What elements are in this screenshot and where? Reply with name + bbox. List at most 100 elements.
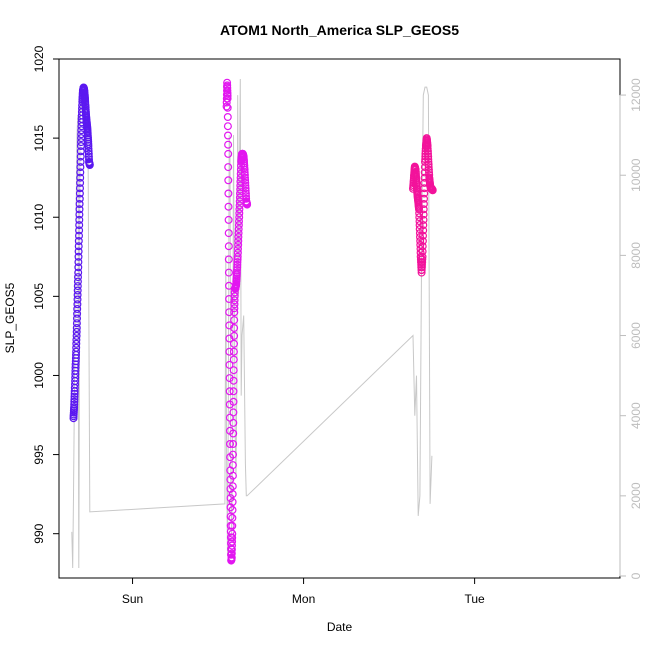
data-point [223, 91, 232, 100]
data-point [415, 209, 424, 218]
data-point [240, 165, 249, 174]
altitude-line [71, 78, 433, 569]
data-point [72, 335, 81, 344]
data-point [418, 255, 427, 264]
data-point [85, 161, 94, 170]
data-point [224, 202, 233, 211]
data-point [228, 529, 237, 538]
data-point [233, 263, 242, 272]
data-point [72, 343, 81, 352]
data-point [74, 258, 83, 267]
data-point [227, 545, 236, 554]
data-point [234, 240, 243, 249]
y-tick-label: 1010 [32, 204, 46, 231]
data-point [230, 304, 239, 313]
data-point [424, 160, 433, 169]
data-point [225, 360, 234, 369]
data-point [228, 498, 237, 507]
data-point [418, 237, 427, 246]
data-point [419, 226, 428, 235]
data-point [228, 471, 237, 480]
y-tick-label: 995 [32, 444, 46, 464]
data-point [230, 308, 239, 317]
data-point [228, 490, 237, 499]
data-point [419, 200, 428, 209]
data-point [74, 237, 83, 246]
data-point [73, 291, 82, 300]
data-point [73, 300, 82, 309]
data-point [230, 324, 239, 333]
data-point [226, 440, 235, 449]
data-point [230, 316, 239, 325]
data-point [223, 103, 232, 112]
data-point [75, 215, 84, 224]
data-point [240, 171, 249, 180]
data-point [224, 189, 233, 198]
y-tick-label: 1005 [32, 283, 46, 310]
data-point [75, 194, 84, 203]
data-point [418, 258, 427, 267]
data-point [228, 521, 237, 530]
data-point [75, 226, 84, 235]
data-point [84, 147, 93, 156]
data-point [424, 152, 433, 161]
data-point [76, 168, 85, 177]
data-point [223, 112, 232, 121]
data-point [227, 553, 236, 562]
data-point [415, 213, 424, 222]
data-point [423, 147, 432, 156]
data-point [84, 149, 93, 158]
data-point [228, 482, 237, 491]
data-point [224, 215, 233, 224]
data-point [233, 260, 242, 269]
data-point [419, 221, 428, 230]
y2-tick-label: 10000 [629, 158, 643, 192]
y2-tick-label: 2000 [629, 482, 643, 509]
plot-frame [58, 58, 621, 579]
data-point [424, 149, 433, 158]
data-point [75, 189, 84, 198]
data-point [234, 229, 243, 238]
y-axis-label: SLP_GEOS5 [3, 282, 17, 353]
data-point [225, 387, 234, 396]
data-point [224, 242, 233, 251]
data-point [418, 242, 427, 251]
data-point [72, 314, 81, 323]
data-point [229, 450, 238, 459]
data-point [229, 418, 238, 427]
x-axis: Sun Mon Tue [122, 577, 486, 606]
data-point [76, 142, 85, 151]
data-point [73, 305, 82, 314]
data-point [73, 309, 82, 318]
data-point [75, 210, 84, 219]
data-point [229, 376, 238, 385]
data-point [224, 131, 233, 140]
data-point [224, 268, 233, 277]
data-point [229, 397, 238, 406]
data-point [229, 408, 238, 417]
data-point [228, 533, 237, 542]
data-point [235, 217, 244, 226]
data-point [73, 273, 82, 282]
data-point [236, 173, 245, 182]
x-axis-label: Date [327, 620, 353, 634]
data-point [76, 147, 85, 156]
y-tick-label: 1000 [32, 362, 46, 389]
data-point [236, 185, 245, 194]
data-point [229, 366, 238, 375]
x-tick-label: Tue [465, 592, 486, 606]
data-point [234, 233, 243, 242]
data-point [70, 392, 79, 401]
data-point [424, 163, 433, 172]
data-point [74, 247, 83, 256]
data-point [242, 194, 251, 203]
data-point [227, 549, 236, 558]
data-point [241, 173, 250, 182]
data-point [230, 296, 239, 305]
data-point [241, 181, 250, 190]
y2-tick-label: 6000 [629, 322, 643, 349]
data-point [229, 429, 238, 438]
data-point [235, 205, 244, 214]
data-point [223, 78, 232, 87]
